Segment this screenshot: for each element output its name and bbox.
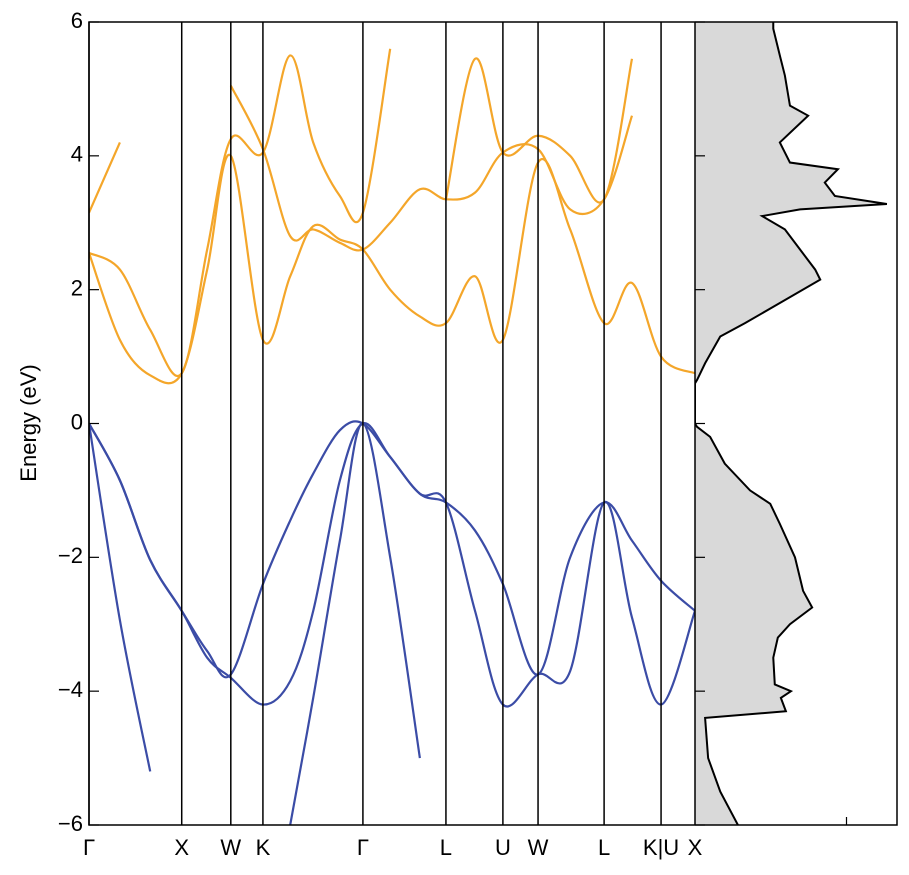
band-line xyxy=(89,48,392,378)
dos-plot xyxy=(695,22,888,825)
y-tick-label: −2 xyxy=(58,543,83,568)
band-line xyxy=(89,422,421,825)
band-line xyxy=(89,420,695,679)
dos-line xyxy=(695,22,888,825)
x-tick-label: X xyxy=(174,835,189,860)
x-tick-label: Γ xyxy=(83,835,95,860)
y-tick-label: 4 xyxy=(71,142,83,167)
y-tick-label: 0 xyxy=(71,409,83,434)
band-line xyxy=(89,153,695,385)
frame xyxy=(88,21,898,826)
x-tick-label: L xyxy=(440,835,452,860)
band-plot xyxy=(89,48,695,825)
y-tick-label: 6 xyxy=(71,8,83,33)
y-axis-label: Energy (eV) xyxy=(16,364,41,481)
x-tick-label: U xyxy=(495,835,511,860)
dos-area xyxy=(695,22,887,825)
x-tick-label: K|U xyxy=(643,835,679,860)
x-tick-label: W xyxy=(528,835,549,860)
y-tick-label: −4 xyxy=(58,677,83,702)
y-tick-label: −6 xyxy=(58,811,83,836)
y-tick-label: 2 xyxy=(71,275,83,300)
x-tick-label: K xyxy=(256,835,271,860)
band-line xyxy=(89,85,634,252)
x-tick-label: W xyxy=(220,835,241,860)
x-tick-label: X xyxy=(688,835,703,860)
x-tick-label: Γ xyxy=(357,835,369,860)
x-tick-label: L xyxy=(598,835,610,860)
